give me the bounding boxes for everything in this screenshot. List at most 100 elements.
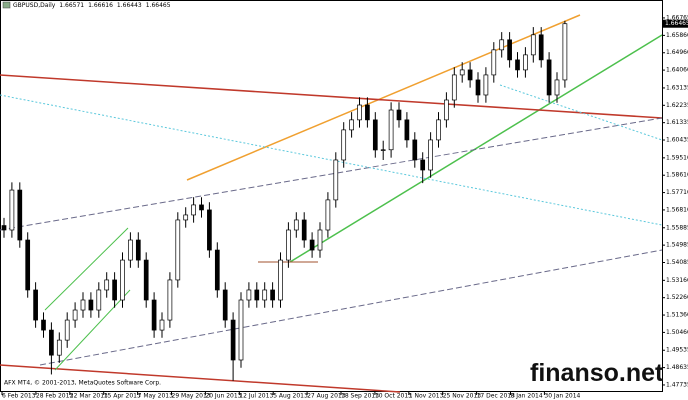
- candle-body: [25, 239, 31, 291]
- watermark: finanso.net: [530, 359, 664, 387]
- y-tick-label: 1.61335: [666, 119, 688, 126]
- trendline: [44, 227, 129, 311]
- y-tick-label: 1.58610: [666, 172, 688, 179]
- trendline: [289, 34, 663, 263]
- y-tick-label: 1.63135: [666, 84, 688, 91]
- candle-body: [214, 249, 220, 291]
- candle-body: [333, 159, 339, 201]
- candle-body: [33, 289, 38, 321]
- price-label: 1.66465: [665, 20, 688, 27]
- y-tick-label: 1.64060: [666, 67, 688, 74]
- candle-body: [175, 219, 181, 281]
- x-tick-label: 1 Nov 2013: [409, 393, 444, 400]
- x-tick-label: 6 Feb 2013: [2, 393, 36, 400]
- candle-body: [207, 209, 212, 251]
- x-tick-label: 30 Jan 2014: [544, 393, 580, 400]
- candle-body: [293, 219, 299, 231]
- candle-body: [483, 74, 489, 96]
- candle-body: [135, 239, 141, 261]
- y-tick-label: 1.53160: [666, 277, 688, 284]
- trendline: [0, 74, 663, 119]
- candle-body: [41, 319, 46, 331]
- y-tick-label: 1.54985: [666, 242, 688, 249]
- price-box: [663, 19, 688, 28]
- symbol: GBPUSD,Daily: [13, 2, 56, 9]
- plot-frame: [0, 0, 663, 392]
- y-tick-label: 1.51360: [666, 312, 688, 319]
- trendline: [499, 84, 663, 141]
- candle-body: [467, 69, 473, 81]
- candle-body: [309, 239, 315, 251]
- x-tick-label: 29 May 2013: [172, 393, 211, 400]
- candle-body: [151, 299, 157, 331]
- candle-body: [96, 289, 102, 311]
- trendlines: [0, 14, 663, 393]
- candle-body: [238, 299, 244, 361]
- candle-body: [349, 119, 354, 131]
- x-tick-label: 25 Nov 2013: [443, 393, 482, 400]
- candle-body: [372, 119, 378, 151]
- x-tick-label: 18 Sep 2013: [341, 393, 379, 400]
- candle-body: [167, 279, 173, 321]
- candle-body: [17, 189, 23, 241]
- candle-body: [278, 259, 283, 301]
- candle-body: [64, 319, 70, 341]
- candle-body: [317, 229, 323, 251]
- x-tick-label: 27 Aug 2013: [307, 393, 346, 400]
- candle-body: [325, 199, 331, 231]
- candles: [1, 20, 568, 381]
- candle-body: [404, 119, 410, 141]
- candle-body: [112, 279, 117, 301]
- candle-body: [286, 229, 291, 261]
- candle-body: [530, 34, 536, 56]
- candle-body: [365, 104, 370, 121]
- y-tick-label: 1.62235: [666, 102, 688, 109]
- candle-body: [396, 109, 402, 121]
- candle-body: [428, 139, 433, 171]
- y-tick-label: 1.54085: [666, 259, 688, 266]
- candle-body: [341, 129, 347, 161]
- candle-body: [80, 299, 86, 311]
- trendline: [186, 14, 581, 181]
- candle-body: [262, 289, 268, 301]
- candle-body: [270, 289, 275, 301]
- candle-body: [412, 139, 418, 161]
- candle-body: [538, 34, 544, 61]
- candle-body: [491, 49, 497, 76]
- y-tick-label: 1.60435: [666, 137, 688, 144]
- y-tick-label: 1.64960: [666, 49, 688, 56]
- candle-body: [420, 159, 426, 171]
- candle-body: [199, 204, 204, 211]
- candle-body: [459, 69, 465, 76]
- x-tick-label: 15 Apr 2013: [104, 393, 141, 400]
- header-value: 1.66443: [117, 2, 142, 9]
- y-tick-label: 1.47735: [666, 381, 688, 388]
- candle-body: [88, 299, 94, 311]
- x-tick-label: 5 Aug 2013: [273, 393, 308, 400]
- candle-body: [9, 189, 15, 231]
- y-tick-label: 1.59510: [666, 154, 688, 161]
- trendline: [0, 94, 663, 226]
- symbol-icon: [2, 1, 11, 9]
- x-tick-label: 22 Mar 2013: [70, 393, 108, 400]
- y-tick-label: 1.52260: [666, 294, 688, 301]
- candle-body: [523, 54, 528, 71]
- candle-body: [143, 259, 149, 301]
- candle-body: [388, 109, 394, 151]
- candle-body: [562, 23, 568, 81]
- candle-body: [554, 79, 560, 96]
- candle-body: [222, 289, 228, 321]
- candle-body: [159, 319, 165, 331]
- candle-body: [357, 104, 362, 121]
- trendline: [0, 117, 663, 231]
- y-tick-label: 1.56810: [666, 206, 688, 213]
- y-tick-label: 1.66765: [666, 14, 688, 21]
- candle-body: [254, 289, 260, 301]
- header: GBPUSD,Daily 1.66571 1.66616 1.66443 1.66465: [13, 2, 171, 9]
- x-tick-label: 12 Jul 2013: [239, 393, 273, 400]
- header-value: 1.66465: [146, 2, 171, 9]
- candle-body: [104, 279, 110, 291]
- x-tick-label: 17 Dec 2013: [477, 393, 516, 400]
- candle-body: [183, 214, 189, 221]
